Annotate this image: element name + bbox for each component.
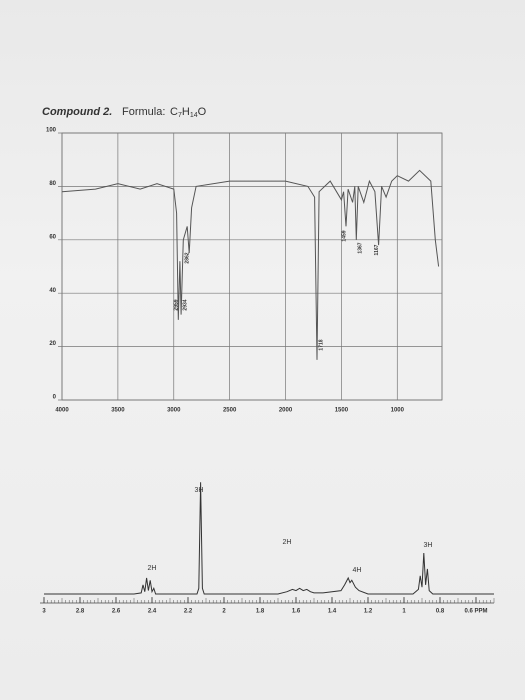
y-tick-label: 40 [49,288,56,294]
integration-label: 4H [353,567,362,574]
formula-part: C [170,106,178,118]
peak-label: 1367 [358,242,364,253]
spectrum-line [44,482,494,595]
x-tick-label: 1.4 [328,609,337,615]
x-tick-label: 3000 [167,408,181,414]
x-tick-label: 2.4 [148,609,157,615]
x-tick-label: 3 [42,609,46,615]
y-tick-label: 100 [46,128,57,134]
x-tick-label: 1 [402,609,406,615]
integration-label: 3H [195,487,204,494]
x-tick-label: 1.6 [292,609,301,615]
formula-label: Formula: [122,106,165,118]
x-tick-label: 2.6 [112,609,121,615]
peak-label: 1459 [341,230,347,241]
formula-part: H [182,106,190,118]
x-tick-label: 0.6 PPM [464,609,487,615]
x-tick-label: 3500 [111,408,125,414]
peak-label: 2959 [174,299,180,310]
y-tick-label: 80 [49,181,56,187]
x-tick-label: 1500 [335,408,349,414]
x-tick-label: 2000 [279,408,293,414]
spectrum-line [61,169,440,360]
peak-label: 2862 [185,252,191,263]
plot-frame [61,132,443,401]
x-tick-label: 2.8 [76,609,85,615]
peak-label: 2934 [182,299,188,310]
x-tick-label: 2500 [223,408,237,414]
formula-part: 14 [190,112,198,119]
x-tick-label: 2.2 [184,609,193,615]
integration-label: 3H [424,542,433,549]
integration-label: 2H [283,539,292,546]
x-tick-label: 4000 [55,408,69,414]
y-tick-label: 0 [53,395,57,401]
x-tick-label: 0.8 [436,609,445,615]
formula-part: O [198,106,207,118]
x-tick-label: 1000 [391,408,405,414]
x-tick-label: 1.2 [364,609,373,615]
x-tick-label: 2 [222,609,226,615]
y-tick-label: 20 [49,341,56,347]
x-tick-label: 1.8 [256,609,265,615]
formula: C7H14O [170,106,207,119]
compound-title: Compound 2. [42,106,112,118]
integration-label: 2H [148,565,157,572]
y-tick-label: 60 [49,234,56,240]
peak-label: 1718 [318,339,324,350]
peak-label: 1167 [374,244,380,255]
formula-part: 7 [178,112,182,119]
